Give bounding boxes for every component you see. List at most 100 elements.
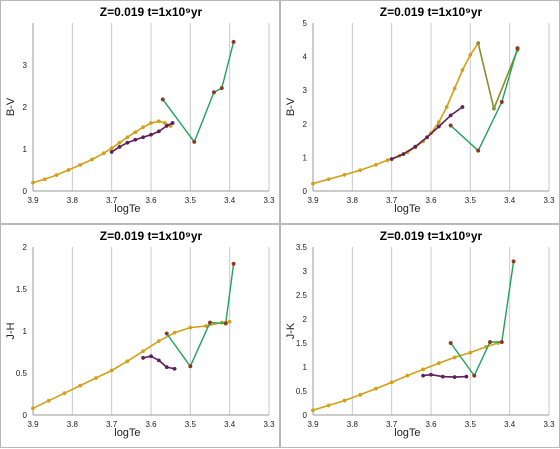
x-axis-label: logTe: [394, 427, 420, 439]
series-line-model_a_alt: [477, 43, 519, 110]
x-tick-label: 3.3: [263, 420, 275, 429]
x-tick-label: 3.6: [425, 420, 437, 429]
data-point-model_a: [342, 172, 347, 177]
y-tick-label: 1.5: [16, 285, 28, 294]
data-point-model_a: [389, 380, 394, 385]
data-point-model_a: [385, 158, 390, 163]
x-tick-label: 3.4: [504, 420, 516, 429]
data-point-model_b: [464, 374, 469, 379]
data-point-model_b: [421, 373, 426, 378]
data-point-model_b: [440, 374, 445, 379]
y-tick-label: 3: [23, 61, 28, 70]
data-point-observed: [515, 46, 520, 51]
y-tick-label: 1: [303, 363, 308, 372]
x-tick-label: 3.7: [386, 420, 398, 429]
data-point-observed: [487, 339, 493, 345]
x-tick-label: 3.9: [307, 420, 319, 429]
y-tick-label: 3.5: [296, 243, 308, 252]
data-point-model_b: [172, 366, 177, 371]
data-point-model_a: [42, 177, 47, 182]
data-point-model_a: [227, 319, 232, 324]
data-point-model_a: [326, 403, 331, 408]
series-line-model_b: [142, 355, 175, 370]
data-point-model_b: [170, 121, 175, 125]
y-tick-label: 0: [303, 411, 308, 420]
x-tick-label: 3.3: [543, 420, 555, 429]
x-tick-label: 3.5: [185, 196, 197, 205]
data-point-model_a: [117, 140, 122, 145]
data-point-model_b: [164, 365, 169, 370]
data-point-model_a: [468, 350, 473, 355]
data-point-model_b: [149, 132, 153, 137]
chart-title: Z=0.019 t=1x10⁹yr: [100, 229, 203, 243]
data-point-observed: [499, 99, 504, 105]
x-tick-label: 3.8: [347, 196, 359, 205]
data-point-model_a: [311, 181, 315, 186]
x-tick-label: 3.8: [67, 196, 79, 205]
data-point-model_a: [93, 376, 98, 380]
chart-panel-bv-right: Z=0.019 t=1x10⁹yr 3.9 3.8 3.7 3.6 3.5 3.4 3.3 0 1…: [280, 0, 560, 224]
data-point-model_a: [162, 121, 167, 125]
data-point-model_a: [66, 168, 71, 172]
chart-panel-bv-left: Z=0.019 t=1x10⁹yr 3.9 3.8 3.7 3.6 3.5 3.4 3.3 0 1…: [0, 0, 280, 224]
data-point-model_a: [373, 162, 378, 167]
series-line-model_a: [32, 120, 172, 184]
data-point-model_b: [389, 157, 394, 162]
x-tick-label: 3.6: [145, 420, 157, 429]
y-tick-label: 2: [303, 315, 308, 324]
data-point-model_a: [188, 325, 193, 330]
x-tick-label: 3.9: [307, 196, 319, 205]
data-point-model_a: [125, 359, 130, 364]
data-point-model_a: [358, 168, 363, 173]
x-tick-label: 3.5: [465, 420, 477, 429]
data-point-model_a: [311, 408, 315, 413]
chart-panel-jk: Z=0.019 t=1x10⁹yr 3.9 3.8 3.7 3.6 3.5 3.4 3.3 0 0…: [280, 224, 560, 448]
data-point-model_b: [149, 354, 153, 359]
data-point-model_b: [109, 149, 114, 154]
data-point-model_a: [31, 180, 35, 185]
y-axis-label: J-K: [285, 322, 297, 339]
data-point-observed: [476, 148, 481, 153]
data-point-model_a: [101, 151, 106, 156]
data-point-model_a: [468, 52, 473, 57]
series-line-model_a: [312, 341, 502, 411]
data-point-model_a: [452, 86, 457, 91]
x-axis-label: logTe: [114, 427, 140, 439]
data-point-model_a: [373, 386, 378, 391]
y-axis-label: J-H: [5, 322, 17, 339]
data-point-model_a: [125, 135, 130, 140]
data-point-model_b: [141, 355, 146, 360]
x-tick-label: 3.5: [185, 420, 197, 429]
chart-title: Z=0.019 t=1x10⁹yr: [100, 5, 203, 19]
series-line-model_a: [32, 321, 230, 410]
x-axis-label: logTe: [394, 203, 420, 215]
data-point-model_a: [46, 398, 51, 403]
data-point-observed: [231, 39, 236, 44]
data-point-model_b: [452, 375, 457, 380]
data-point-model_a: [31, 406, 35, 411]
data-point-model_a: [133, 130, 138, 135]
data-point-model_a: [342, 398, 347, 403]
chart-title: Z=0.019 t=1x10⁹yr: [380, 229, 483, 243]
data-point-observed: [511, 259, 516, 264]
data-point-model_b: [156, 358, 161, 363]
y-tick-label: 1: [23, 327, 28, 336]
data-point-model_a: [436, 120, 441, 125]
data-point-model_a: [452, 355, 457, 360]
series-line-observed: [450, 48, 519, 152]
data-point-observed: [448, 123, 453, 128]
y-tick-label: 0.5: [16, 369, 28, 378]
data-point-observed: [211, 90, 216, 95]
x-tick-label: 3.8: [67, 420, 79, 429]
data-point-model_a: [54, 173, 59, 177]
series-line-observed: [450, 261, 515, 377]
data-point-observed: [219, 86, 224, 91]
data-point-model_b: [125, 140, 130, 145]
series-line-observed: [162, 41, 235, 143]
y-tick-label: 2.5: [296, 291, 308, 300]
y-tick-label: 1.5: [296, 339, 308, 348]
x-tick-label: 3.4: [224, 420, 236, 429]
data-point-model_a: [141, 349, 146, 354]
x-tick-label: 3.3: [263, 196, 275, 205]
data-point-model_a: [78, 163, 83, 167]
